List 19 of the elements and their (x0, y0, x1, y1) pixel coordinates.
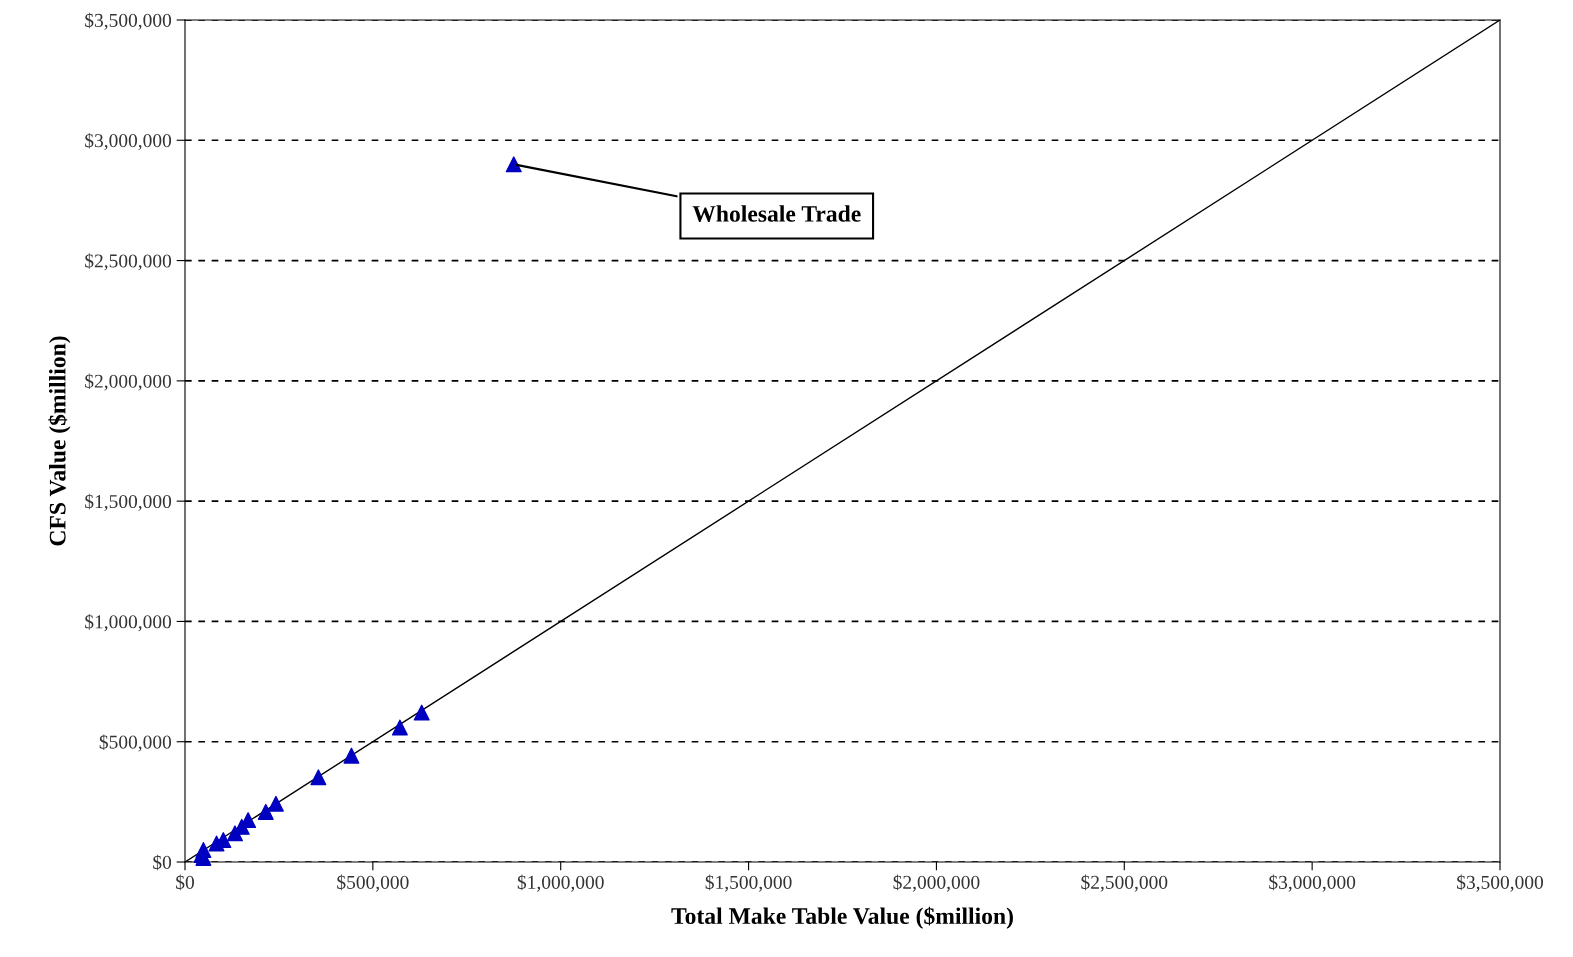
y-tick-label: $3,000,000 (85, 132, 172, 151)
x-tick-label: $2,500,000 (1081, 874, 1168, 892)
x-tick-label: $2,000,000 (893, 874, 980, 892)
y-tick-label: $1,500,000 (85, 493, 172, 511)
x-tick-label: $500,000 (337, 874, 409, 892)
y-tick-label: $2,500,000 (85, 253, 172, 271)
y-tick-label: $3,500,000 (85, 12, 172, 30)
y-tick-label: $1,000,000 (85, 614, 172, 632)
y-tick-label: $2,000,000 (85, 373, 172, 391)
x-tick-label: $0 (176, 874, 194, 891)
y-tick-label: $0 (153, 854, 172, 871)
x-tick-label: $3,500,000 (1457, 874, 1544, 892)
y-axis-title: CFS Value ($million) (48, 336, 71, 546)
y-tick-label: $500,000 (99, 734, 172, 752)
x-tick-label: $3,000,000 (1269, 874, 1356, 892)
x-axis-title: Total Make Table Value ($million) (671, 906, 1013, 929)
annotation: Wholesale Trade (692, 205, 861, 222)
x-tick-label: $1,500,000 (705, 874, 792, 892)
x-tick-label: $1,000,000 (517, 874, 604, 892)
